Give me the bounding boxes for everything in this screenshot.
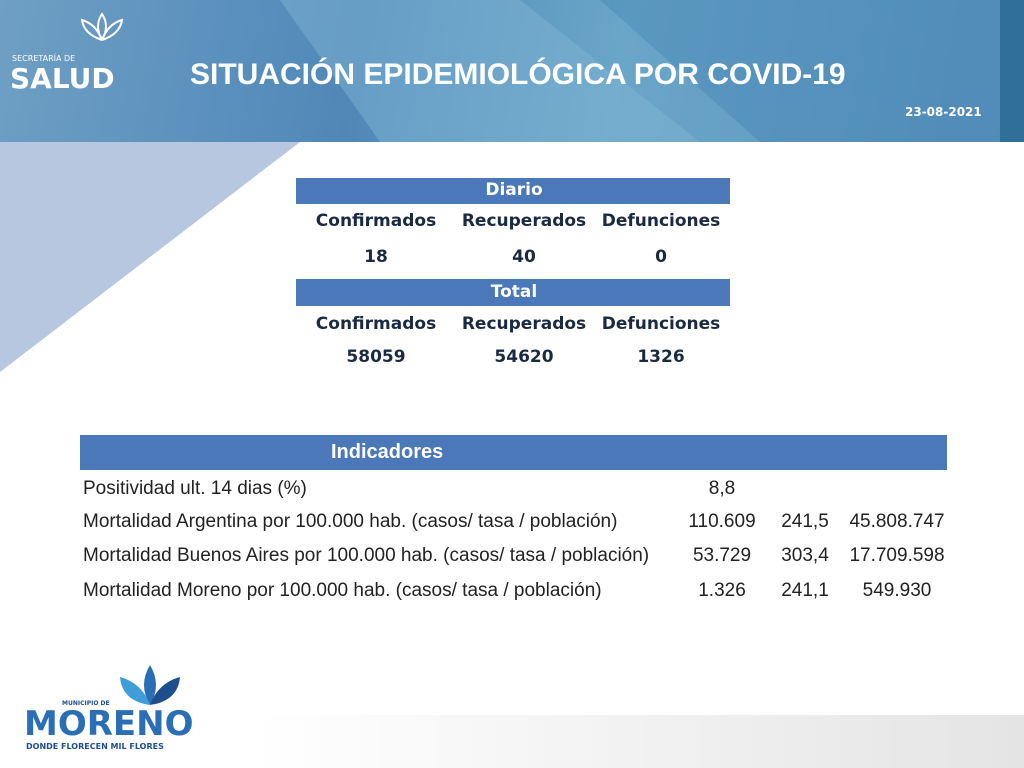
moreno-flower: [120, 665, 180, 705]
column-label: Confirmados: [315, 314, 437, 334]
column-label: Confirmados: [315, 211, 437, 231]
indicator-value: 241,1: [781, 580, 829, 601]
column-label: Defunciones: [601, 211, 721, 231]
indicator-label: Mortalidad Moreno por 100.000 hab. (caso…: [83, 580, 602, 601]
indicator-label: Mortalidad Argentina por 100.000 hab. (c…: [83, 511, 618, 532]
column-label: Defunciones: [601, 314, 721, 334]
value: 40: [512, 247, 536, 267]
value: 58059: [346, 347, 406, 367]
indicator-label: Positividad ult. 14 dias (%): [83, 478, 307, 499]
decor-triangle: [0, 142, 300, 372]
indicator-value: 45.808.747: [849, 511, 945, 532]
date: 23-08-2021: [905, 105, 982, 119]
indicator-value: 1.326: [698, 580, 746, 601]
indicator-value: 549.930: [862, 580, 932, 601]
org-name: SALUD: [10, 62, 115, 95]
footer-slogan: DONDE FLORECEN MIL FLORES: [26, 742, 164, 751]
indicators-title: Indicadores: [331, 441, 444, 464]
daily-title: Diario: [485, 180, 543, 200]
header-band: SECRETARÍA DE SALUD SITUACIÓN EPIDEMIOLÓ…: [0, 0, 1024, 142]
total-title: Total: [490, 282, 538, 302]
indicator-value: 8,8: [708, 478, 736, 499]
indicators-header: [80, 435, 947, 470]
footer-band: [0, 715, 1024, 768]
indicator-label: Mortalidad Buenos Aires por 100.000 hab.…: [83, 545, 650, 566]
indicator-value: 110.609: [688, 511, 756, 532]
indicator-value: 17.709.598: [849, 545, 945, 566]
column-label: Recuperados: [461, 314, 587, 334]
org-small: SECRETARÍA DE: [12, 54, 76, 63]
title: SITUACIÓN EPIDEMIOLÓGICA POR COVID-19: [190, 58, 846, 91]
indicator-value: 303,4: [781, 545, 829, 566]
indicator-value: 241,5: [781, 511, 829, 532]
value: 0: [655, 247, 667, 267]
footer-name: MORENO: [24, 704, 194, 744]
value: 54620: [494, 347, 554, 367]
value: 18: [364, 247, 388, 267]
footer-small: MUNICIPIO DE: [62, 700, 110, 707]
indicator-value: 53.729: [692, 545, 752, 566]
value: 1326: [637, 347, 685, 367]
column-label: Recuperados: [461, 211, 587, 231]
header-shapes: [80, 0, 1024, 142]
